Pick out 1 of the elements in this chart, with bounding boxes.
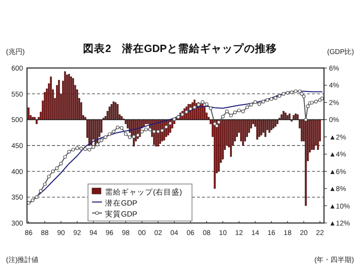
chart-title: 図表2 潜在GDPと需給ギャップの推移	[83, 42, 277, 55]
